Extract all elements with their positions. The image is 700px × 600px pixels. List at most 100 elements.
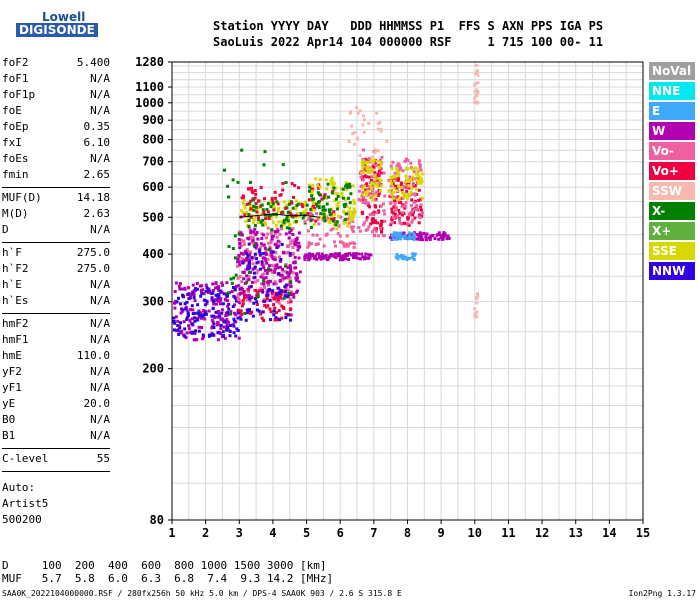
data-point bbox=[377, 192, 381, 196]
data-point bbox=[416, 181, 420, 185]
data-point bbox=[217, 288, 221, 292]
data-point bbox=[239, 238, 243, 242]
data-point bbox=[328, 208, 332, 212]
data-point bbox=[238, 315, 242, 319]
data-point bbox=[376, 221, 380, 225]
y-tick-label: 1280 bbox=[135, 55, 164, 69]
data-point bbox=[187, 327, 191, 331]
data-point bbox=[374, 193, 378, 197]
data-point bbox=[403, 233, 407, 237]
data-point bbox=[376, 194, 380, 197]
data-point bbox=[267, 217, 271, 220]
data-point bbox=[329, 228, 333, 232]
data-point bbox=[173, 290, 177, 293]
data-point bbox=[230, 281, 234, 285]
data-point bbox=[289, 290, 293, 294]
data-point bbox=[254, 246, 258, 250]
data-point bbox=[206, 291, 210, 294]
data-point bbox=[283, 285, 287, 289]
data-point bbox=[397, 208, 401, 212]
data-point bbox=[260, 237, 264, 240]
data-point bbox=[200, 326, 204, 329]
param-key: h`Es bbox=[2, 294, 29, 307]
data-point bbox=[315, 183, 319, 187]
data-point bbox=[227, 328, 231, 332]
data-point bbox=[366, 201, 370, 205]
data-point bbox=[277, 301, 281, 305]
data-point bbox=[367, 157, 371, 161]
data-point bbox=[389, 193, 393, 196]
data-point bbox=[239, 317, 243, 321]
data-point bbox=[365, 167, 369, 171]
data-point bbox=[341, 241, 345, 245]
data-point bbox=[177, 284, 181, 288]
data-point bbox=[441, 233, 445, 237]
data-point bbox=[398, 221, 402, 225]
data-point bbox=[243, 296, 247, 299]
data-point bbox=[361, 166, 365, 170]
data-point bbox=[335, 220, 339, 224]
data-point bbox=[345, 234, 349, 238]
data-point bbox=[364, 188, 368, 192]
data-point bbox=[394, 205, 398, 209]
data-point bbox=[360, 163, 364, 167]
data-point bbox=[278, 279, 282, 282]
data-point bbox=[262, 263, 266, 267]
data-point bbox=[212, 322, 216, 326]
data-point bbox=[189, 293, 192, 297]
data-point bbox=[217, 287, 220, 290]
data-point bbox=[247, 258, 251, 262]
data-point bbox=[369, 159, 373, 163]
data-point bbox=[226, 311, 230, 315]
data-point bbox=[353, 201, 356, 205]
data-point bbox=[377, 165, 381, 169]
data-point bbox=[261, 208, 265, 212]
data-point bbox=[364, 190, 368, 194]
data-point bbox=[395, 189, 399, 193]
data-point bbox=[363, 200, 367, 204]
data-point bbox=[274, 215, 278, 219]
data-point bbox=[233, 234, 237, 238]
data-point bbox=[312, 197, 316, 201]
param-key: foF1p bbox=[2, 88, 36, 101]
data-point bbox=[291, 206, 295, 210]
data-point bbox=[270, 237, 274, 241]
data-point bbox=[237, 260, 241, 264]
data-point bbox=[232, 276, 236, 280]
data-point bbox=[405, 189, 409, 193]
data-point bbox=[215, 323, 219, 327]
data-point bbox=[371, 164, 375, 168]
data-point bbox=[236, 298, 240, 302]
data-point bbox=[394, 212, 397, 216]
data-point bbox=[238, 246, 242, 250]
data-point bbox=[242, 271, 246, 274]
x-tick-label: 12 bbox=[535, 526, 549, 540]
data-point bbox=[201, 314, 205, 318]
data-point bbox=[234, 296, 237, 300]
data-point bbox=[332, 223, 336, 227]
legend: NoVal NNE E W Vo- Vo+ SSW X- X+ SSE NNW bbox=[649, 62, 695, 282]
data-point bbox=[327, 220, 331, 224]
data-point bbox=[197, 315, 201, 319]
data-point bbox=[237, 336, 241, 340]
data-point bbox=[358, 109, 362, 113]
data-point bbox=[415, 178, 419, 182]
data-point bbox=[353, 131, 357, 134]
data-point bbox=[398, 196, 401, 200]
data-point bbox=[180, 331, 184, 335]
data-point bbox=[288, 252, 292, 256]
data-point bbox=[398, 166, 402, 170]
data-point bbox=[409, 190, 413, 194]
data-point bbox=[247, 202, 251, 206]
data-point bbox=[285, 226, 289, 230]
data-point bbox=[238, 263, 242, 267]
data-point bbox=[240, 209, 244, 213]
data-point bbox=[366, 228, 370, 231]
data-point bbox=[193, 289, 197, 293]
data-point bbox=[261, 290, 265, 294]
header-values: SaoLuis 2022 Apr14 104 000000 RSF 1 715 … bbox=[213, 35, 604, 49]
data-point bbox=[233, 319, 237, 323]
data-point bbox=[252, 255, 256, 259]
data-point bbox=[200, 316, 203, 320]
data-point bbox=[246, 254, 250, 258]
